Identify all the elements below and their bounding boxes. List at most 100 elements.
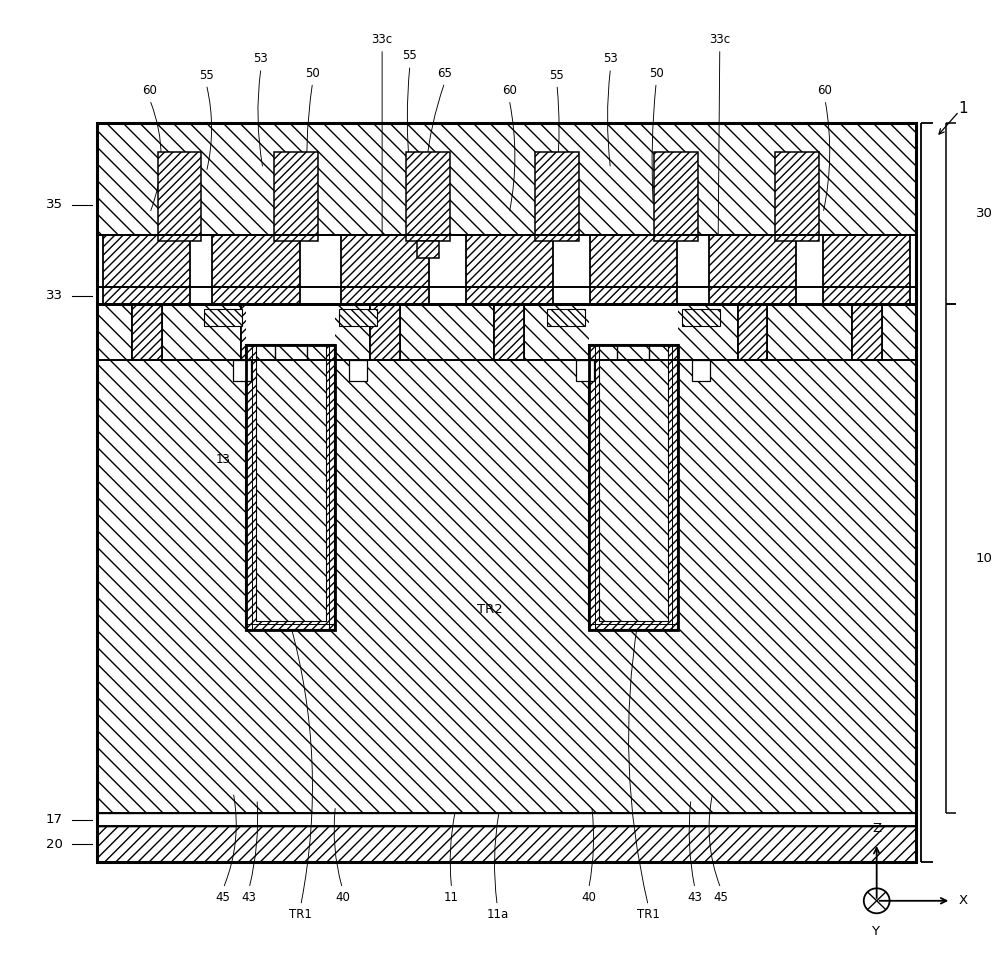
Text: TR1: TR1: [637, 908, 660, 922]
Bar: [97, 123, 916, 863]
Bar: [852, 304, 882, 360]
Bar: [618, 304, 648, 360]
Bar: [618, 304, 648, 360]
Bar: [97, 813, 916, 826]
Bar: [275, 345, 307, 360]
Bar: [417, 242, 439, 258]
Bar: [256, 345, 326, 620]
Text: 11a: 11a: [486, 908, 508, 922]
Bar: [589, 304, 678, 345]
Text: 53: 53: [603, 52, 618, 66]
Bar: [682, 309, 720, 327]
Bar: [246, 345, 335, 630]
Text: 45: 45: [216, 892, 231, 904]
Bar: [132, 304, 162, 360]
Text: 60: 60: [142, 84, 157, 97]
Bar: [823, 235, 910, 304]
Bar: [97, 287, 916, 304]
Text: TR2: TR2: [477, 604, 502, 616]
Bar: [576, 360, 594, 382]
Bar: [370, 304, 400, 360]
Text: 33c: 33c: [709, 33, 730, 46]
Text: WF: WF: [683, 316, 699, 327]
Bar: [692, 360, 710, 382]
Text: 40: 40: [335, 892, 350, 904]
Text: 65: 65: [437, 67, 452, 79]
Text: 45: 45: [713, 892, 728, 904]
Bar: [535, 153, 579, 242]
Text: 55: 55: [403, 49, 417, 63]
Text: 1: 1: [958, 100, 968, 116]
Bar: [494, 304, 524, 360]
Bar: [709, 235, 796, 304]
Bar: [618, 304, 648, 360]
Text: 43: 43: [688, 892, 702, 904]
Bar: [246, 304, 335, 345]
Bar: [132, 304, 162, 360]
Text: X: X: [959, 895, 968, 907]
Bar: [97, 123, 916, 287]
Bar: [212, 235, 300, 304]
Bar: [738, 304, 767, 360]
Bar: [274, 153, 318, 242]
Bar: [494, 304, 524, 360]
Bar: [599, 345, 668, 620]
Bar: [654, 153, 698, 242]
Bar: [241, 304, 271, 360]
Bar: [852, 304, 882, 360]
Bar: [132, 304, 162, 360]
Text: Y: Y: [871, 924, 879, 938]
Text: 60: 60: [502, 84, 517, 97]
Text: 30: 30: [976, 207, 993, 220]
Text: 11: 11: [444, 892, 459, 904]
Text: 33: 33: [46, 289, 63, 302]
Bar: [97, 287, 916, 304]
Bar: [339, 309, 377, 327]
Text: 53: 53: [254, 52, 268, 66]
Bar: [233, 360, 251, 382]
Bar: [349, 360, 367, 382]
Text: 50: 50: [305, 67, 320, 79]
Bar: [370, 304, 400, 360]
Text: 20: 20: [46, 838, 63, 851]
Bar: [241, 304, 271, 360]
Text: 13: 13: [305, 496, 320, 508]
Text: 13: 13: [216, 453, 231, 466]
Bar: [738, 304, 767, 360]
Text: TR1: TR1: [289, 908, 312, 922]
Bar: [775, 153, 819, 242]
Bar: [97, 304, 916, 813]
Bar: [97, 826, 916, 863]
Bar: [738, 304, 767, 360]
Bar: [547, 309, 585, 327]
Text: WG: WG: [660, 284, 679, 294]
Bar: [341, 235, 429, 304]
Bar: [589, 345, 678, 630]
Text: 43: 43: [242, 892, 256, 904]
Text: 60: 60: [818, 84, 832, 97]
Bar: [494, 304, 524, 360]
Text: 55: 55: [550, 69, 564, 81]
Bar: [246, 345, 335, 630]
Bar: [466, 235, 553, 304]
Text: 15: 15: [268, 365, 283, 378]
Text: 33c: 33c: [372, 33, 393, 46]
Bar: [406, 153, 450, 242]
Bar: [158, 153, 201, 242]
Text: Z: Z: [872, 822, 881, 836]
Text: 10: 10: [976, 553, 993, 565]
Bar: [589, 345, 678, 630]
Bar: [617, 345, 649, 360]
Text: 50: 50: [649, 67, 664, 79]
Text: 17: 17: [46, 813, 63, 826]
Bar: [241, 304, 271, 360]
Text: 55: 55: [199, 69, 214, 81]
Bar: [103, 235, 190, 304]
Text: 40: 40: [581, 892, 596, 904]
Bar: [204, 309, 242, 327]
Bar: [590, 235, 677, 304]
Bar: [852, 304, 882, 360]
Bar: [97, 235, 916, 304]
Text: 35: 35: [46, 198, 63, 212]
Text: 15: 15: [584, 365, 599, 378]
